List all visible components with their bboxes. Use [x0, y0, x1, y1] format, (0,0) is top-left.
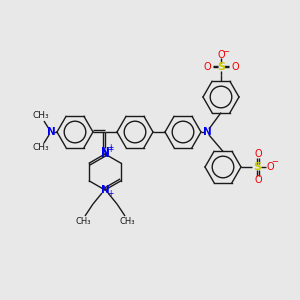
Text: O: O: [254, 175, 262, 185]
Text: N: N: [100, 185, 109, 195]
Text: CH₃: CH₃: [75, 218, 91, 226]
Text: +: +: [107, 143, 113, 152]
Text: N: N: [202, 127, 211, 137]
Text: +: +: [107, 146, 113, 154]
Text: +: +: [107, 190, 113, 199]
Text: CH₃: CH₃: [33, 112, 49, 121]
Text: −: −: [223, 47, 230, 56]
Text: O: O: [231, 62, 239, 72]
Text: CH₃: CH₃: [33, 143, 49, 152]
Text: N: N: [100, 147, 109, 157]
Text: O: O: [203, 62, 211, 72]
Text: N: N: [100, 149, 109, 159]
Text: S: S: [253, 162, 261, 172]
Text: N: N: [46, 127, 56, 137]
Text: O: O: [254, 149, 262, 159]
Text: −: −: [272, 158, 278, 166]
Text: O: O: [217, 50, 225, 60]
Text: CH₃: CH₃: [119, 218, 135, 226]
Text: O: O: [266, 162, 274, 172]
Text: S: S: [217, 62, 225, 72]
